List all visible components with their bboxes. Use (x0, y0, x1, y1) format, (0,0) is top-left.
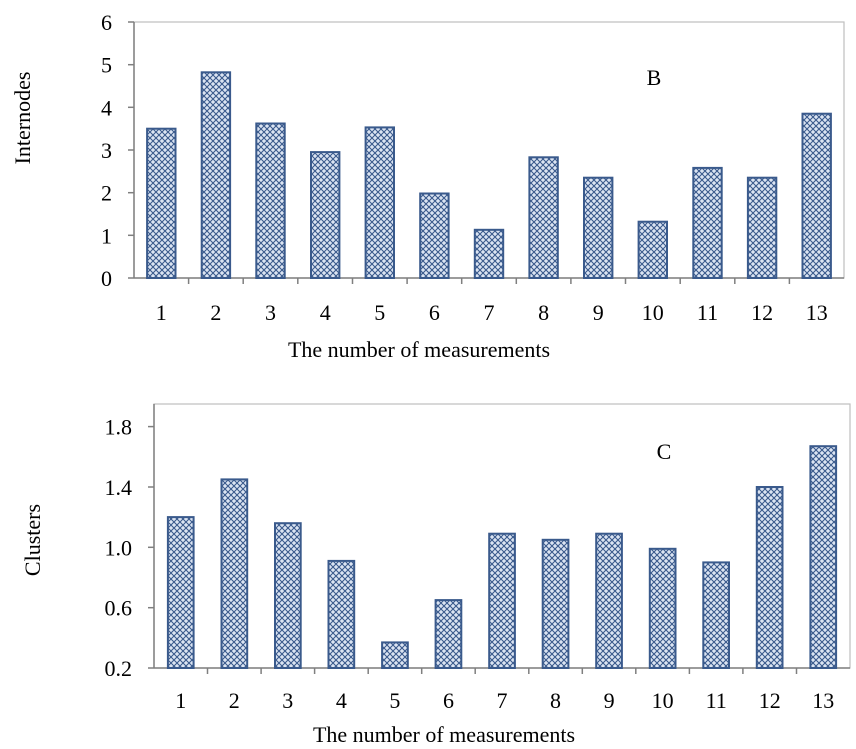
y-axis-title-c: Clusters (20, 504, 45, 576)
x-tick-label-b-1: 1 (156, 300, 167, 325)
bar-c-7 (488, 532, 516, 670)
y-tick-label-b: 0 (101, 266, 112, 291)
x-tick-label-b-7: 7 (484, 300, 495, 325)
x-tick-label-b-4: 4 (320, 300, 331, 325)
y-tick-label-b: 6 (101, 10, 112, 35)
y-tick-label-b: 4 (101, 95, 112, 120)
bar-c-8 (541, 538, 570, 669)
bar-b-11 (692, 166, 723, 279)
bar-b-2 (200, 71, 232, 279)
tick-marks-b (128, 21, 791, 284)
y-tick-label-c: 0.6 (105, 596, 133, 621)
bar-b-8 (528, 156, 559, 279)
x-tick-label-c-5: 5 (389, 688, 400, 713)
bar-c-1 (166, 516, 195, 669)
bar-c-12 (755, 486, 784, 669)
bar-c-11 (702, 561, 730, 670)
y-tick-label-c: 1.4 (105, 475, 133, 500)
tick-marks-c (148, 425, 798, 674)
bar-b-13 (801, 112, 832, 279)
x-tick-labels-b: 1 2 3 4 5 6 7 8 9 10 11 12 13 (156, 300, 828, 325)
bar-c-3 (274, 522, 302, 670)
x-tick-label-c-8: 8 (550, 688, 561, 713)
bar-c-6 (434, 599, 463, 669)
bar-b-6 (419, 192, 450, 279)
y-tick-label-b: 5 (101, 53, 112, 78)
x-tick-label-c-3: 3 (282, 688, 293, 713)
y-tick-label-c: 0.2 (105, 656, 133, 681)
x-tick-label-b-11: 11 (697, 300, 718, 325)
x-tick-label-c-1: 1 (175, 688, 186, 713)
bar-c-13 (809, 445, 838, 670)
x-tick-label-c-7: 7 (497, 688, 508, 713)
x-tick-label-b-3: 3 (265, 300, 276, 325)
x-tick-label-b-10: 10 (642, 300, 664, 325)
y-tick-labels-c: 0.2 0.6 1.0 1.4 1.8 (105, 415, 133, 681)
bar-c-5 (381, 641, 409, 670)
x-tick-label-c-11: 11 (706, 688, 727, 713)
x-tick-label-c-2: 2 (229, 688, 240, 713)
bar-b-7 (473, 228, 505, 280)
bar-b-3 (255, 122, 286, 279)
bar-c-10 (648, 547, 677, 669)
bar-b-12 (746, 176, 778, 279)
bar-c-9 (595, 532, 623, 670)
x-tick-label-b-8: 8 (538, 300, 549, 325)
x-tick-labels-c: 1 2 3 4 5 6 7 8 9 10 11 12 13 (175, 688, 834, 713)
x-tick-label-b-5: 5 (374, 300, 385, 325)
y-tick-label-c: 1.8 (105, 415, 133, 440)
x-tick-label-c-6: 6 (443, 688, 454, 713)
bar-c-4 (327, 559, 356, 670)
bar-b-5 (364, 126, 396, 280)
y-tick-label-b: 2 (101, 181, 112, 206)
x-axis-title-c: The number of measurements (313, 722, 575, 747)
x-tick-label-c-9: 9 (604, 688, 615, 713)
bars-c (166, 445, 838, 670)
y-tick-label-c: 1.0 (105, 535, 133, 560)
x-tick-label-c-4: 4 (336, 688, 347, 713)
y-tick-label-b: 3 (101, 138, 112, 163)
panel-label-b: B (647, 65, 662, 90)
y-axis-title-b: Internodes (10, 72, 35, 165)
bar-b-1 (146, 127, 177, 279)
x-axis-title-b: The number of measurements (288, 337, 550, 362)
y-tick-labels-b: 0 1 2 3 4 5 6 (101, 10, 112, 291)
x-tick-label-c-12: 12 (759, 688, 781, 713)
x-tick-label-c-10: 10 (652, 688, 674, 713)
x-tick-label-b-12: 12 (751, 300, 773, 325)
chart-panel-c: 0.20.61.01.41.8 1 2 3 4 5 6 7 8 9 10 11 12 13 C Clus… (20, 403, 851, 747)
panel-label-c: C (657, 439, 672, 464)
x-tick-label-b-13: 13 (806, 300, 828, 325)
bars-b (146, 71, 832, 280)
bar-b-4 (310, 151, 341, 280)
y-tick-label-b: 1 (101, 223, 112, 248)
x-tick-label-b-6: 6 (429, 300, 440, 325)
bar-b-10 (637, 220, 668, 279)
bar-b-9 (583, 176, 614, 279)
x-tick-label-b-2: 2 (210, 300, 221, 325)
x-tick-label-b-9: 9 (593, 300, 604, 325)
x-tick-label-c-13: 13 (812, 688, 834, 713)
bar-c-2 (220, 478, 249, 669)
